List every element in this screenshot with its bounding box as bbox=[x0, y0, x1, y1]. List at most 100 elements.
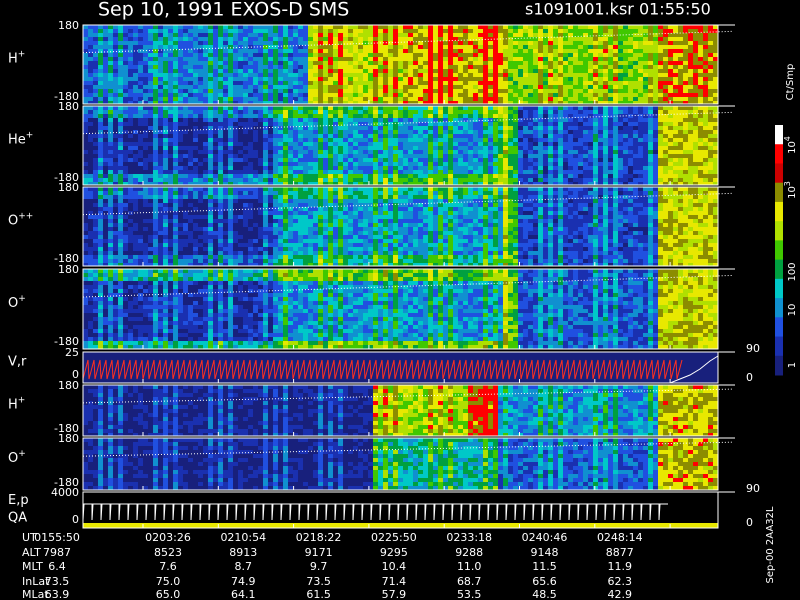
spectrogram-cell bbox=[633, 69, 638, 73]
spectrogram-cell bbox=[203, 37, 208, 41]
spectrogram-cell bbox=[218, 142, 223, 146]
spectrogram-cell bbox=[208, 170, 213, 174]
spectrogram-cell bbox=[483, 69, 488, 73]
spectrogram-cell bbox=[158, 174, 163, 178]
spectrogram-cell bbox=[523, 45, 528, 49]
spectrogram-cell bbox=[623, 29, 628, 33]
spectrogram-cell bbox=[148, 69, 153, 73]
spectrogram-cell bbox=[633, 25, 638, 29]
spectrogram-cell bbox=[458, 97, 463, 101]
spectrogram-cell bbox=[298, 41, 303, 45]
spectrogram-cell bbox=[498, 170, 503, 174]
spectrogram-cell bbox=[358, 77, 363, 81]
spectrogram-cell bbox=[368, 106, 373, 110]
spectrogram-cell bbox=[433, 118, 438, 122]
spectrogram-cell bbox=[488, 150, 493, 154]
spectrogram-cell bbox=[553, 138, 558, 142]
spectrogram-cell bbox=[513, 174, 518, 178]
spectrogram-cell bbox=[518, 142, 523, 146]
spectrogram-cell bbox=[693, 182, 698, 185]
spectrogram-cell bbox=[593, 73, 598, 77]
spectrogram-cell bbox=[408, 166, 413, 170]
spectrogram-cell bbox=[393, 106, 398, 110]
spectrogram-cell bbox=[508, 61, 513, 65]
spectrogram-cell bbox=[253, 178, 258, 182]
spectrogram-cell bbox=[648, 158, 653, 162]
spectrogram-cell bbox=[578, 170, 583, 174]
spectrogram-cell bbox=[478, 73, 483, 77]
spectrogram-cell bbox=[453, 49, 458, 53]
spectrogram-cell bbox=[333, 53, 338, 57]
spectrogram-cell bbox=[468, 126, 473, 130]
spectrogram-cell bbox=[608, 178, 613, 182]
spectrogram-cell bbox=[88, 77, 93, 81]
spectrogram-cell bbox=[543, 77, 548, 81]
spectrogram-cell bbox=[328, 178, 333, 182]
spectrogram-cell bbox=[528, 53, 533, 57]
spectrogram-cell bbox=[663, 37, 668, 41]
spectrogram-cell bbox=[373, 154, 378, 158]
spectrogram-cell bbox=[353, 154, 358, 158]
spectrogram-cell bbox=[218, 162, 223, 166]
spectrogram-cell bbox=[653, 93, 658, 97]
spectrogram-cell bbox=[493, 170, 498, 174]
spectrogram-cell bbox=[268, 134, 273, 138]
spectrogram-cell bbox=[703, 101, 708, 104]
spectrogram-cell bbox=[318, 49, 323, 53]
spectrogram-cell bbox=[533, 81, 538, 85]
spectrogram-cell bbox=[248, 61, 253, 65]
spectrogram-cell bbox=[398, 182, 403, 185]
spectrogram-cell bbox=[358, 93, 363, 97]
spectrogram-cell bbox=[608, 101, 613, 104]
spectrogram-cell bbox=[443, 29, 448, 33]
spectrogram-cell bbox=[523, 29, 528, 33]
spectrogram-cell bbox=[458, 89, 463, 93]
spectrogram-cell bbox=[178, 33, 183, 37]
spectrogram-cell bbox=[663, 41, 668, 45]
spectrogram-cell bbox=[603, 101, 608, 104]
spectrogram-cell bbox=[258, 106, 263, 110]
spectrogram-cell bbox=[653, 106, 658, 110]
spectrogram-cell bbox=[103, 150, 108, 154]
spectrogram-cell bbox=[508, 170, 513, 174]
spectrogram-cell bbox=[318, 142, 323, 146]
spectrogram-cell bbox=[178, 69, 183, 73]
spectrogram-cell bbox=[683, 162, 688, 166]
spectrogram-cell bbox=[228, 81, 233, 85]
spectrogram-cell bbox=[278, 110, 283, 114]
spectrogram-cell bbox=[173, 154, 178, 158]
spectrogram-cell bbox=[288, 41, 293, 45]
spectrogram-cell bbox=[643, 170, 648, 174]
spectrogram-cell bbox=[448, 138, 453, 142]
spectrogram-cell bbox=[343, 37, 348, 41]
spectrogram bbox=[83, 106, 718, 185]
spectrogram-cell bbox=[243, 53, 248, 57]
spectrogram-cell bbox=[313, 29, 318, 33]
spectrogram-cell bbox=[528, 81, 533, 85]
spectrogram-cell bbox=[383, 65, 388, 69]
spectrogram-cell bbox=[153, 49, 158, 53]
spectrogram-cell bbox=[128, 77, 133, 81]
spectrogram-cell bbox=[93, 77, 98, 81]
spectrogram-cell bbox=[563, 114, 568, 118]
spectrogram-cell bbox=[438, 33, 443, 37]
spectrogram-cell bbox=[538, 33, 543, 37]
spectrogram-cell bbox=[593, 61, 598, 65]
spectrogram-cell bbox=[208, 81, 213, 85]
spectrogram-cell bbox=[698, 41, 703, 45]
spectrogram-cell bbox=[513, 69, 518, 73]
spectrogram-cell bbox=[93, 255, 98, 259]
spectrogram-cell bbox=[523, 25, 528, 29]
spectrogram-cell bbox=[368, 142, 373, 146]
spectrogram-cell bbox=[118, 69, 123, 73]
spectrogram-cell bbox=[653, 162, 658, 166]
spectrogram-cell bbox=[523, 174, 528, 178]
spectrogram-cell bbox=[273, 130, 278, 134]
title: Sep 10, 1991 EXOS-D SMS bbox=[98, 0, 349, 21]
spectrogram-cell bbox=[328, 37, 333, 41]
spectrogram-cell bbox=[613, 45, 618, 49]
spectrogram-cell bbox=[318, 150, 323, 154]
spectrogram-cell bbox=[658, 73, 663, 77]
spectrogram-cell bbox=[633, 110, 638, 114]
spectrogram-cell bbox=[248, 150, 253, 154]
